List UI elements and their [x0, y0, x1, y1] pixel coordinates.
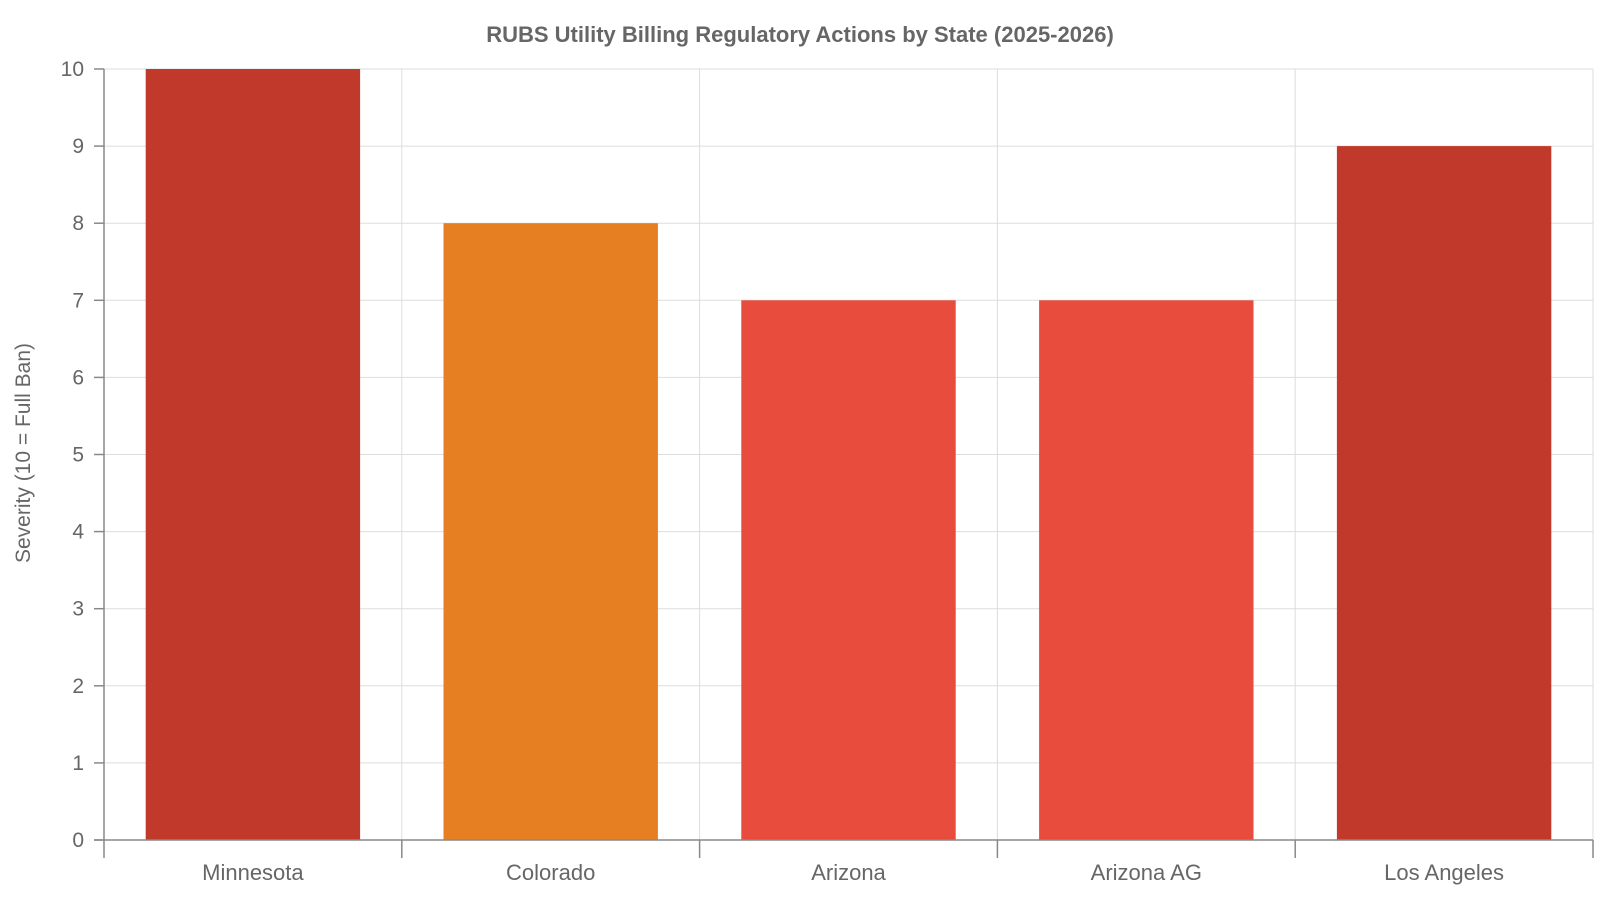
y-tick-label: 2: [72, 675, 84, 698]
y-tick-label: 9: [72, 135, 84, 158]
bar-minnesota: [145, 69, 361, 840]
bars: [145, 69, 1552, 841]
y-axis-title: Severity (10 = Full Ban): [12, 343, 35, 563]
x-tick-label: Minnesota: [202, 860, 304, 885]
x-tick-label: Los Angeles: [1384, 860, 1504, 885]
y-tick-label: 6: [72, 366, 84, 389]
y-tick-label: 4: [72, 521, 84, 544]
y-tick-label: 8: [72, 212, 84, 235]
axes: [94, 68, 1594, 858]
y-tick-label: 10: [61, 58, 84, 81]
y-tick-label: 3: [72, 598, 84, 621]
y-tick-label: 5: [72, 444, 84, 467]
bar-colorado: [443, 223, 658, 840]
y-tick-label: 1: [72, 752, 84, 775]
x-tick-label: Arizona AG: [1091, 860, 1202, 885]
bar-arizona-ag: [1039, 300, 1254, 840]
x-tick-labels: Minnesota Colorado Arizona Arizona AG Los An…: [202, 860, 1504, 885]
x-tick-label: Arizona: [811, 860, 886, 885]
bar-arizona: [741, 300, 956, 840]
bar-los-angeles: [1336, 146, 1552, 841]
x-tick-label: Colorado: [506, 860, 595, 885]
y-tick-labels: 0 1 2 3 4 5 6 7 8 9 10: [61, 58, 85, 852]
y-tick-label: 0: [72, 829, 84, 852]
chart-title: RUBS Utility Billing Regulatory Actions …: [486, 22, 1114, 47]
y-tick-label: 7: [72, 289, 84, 312]
